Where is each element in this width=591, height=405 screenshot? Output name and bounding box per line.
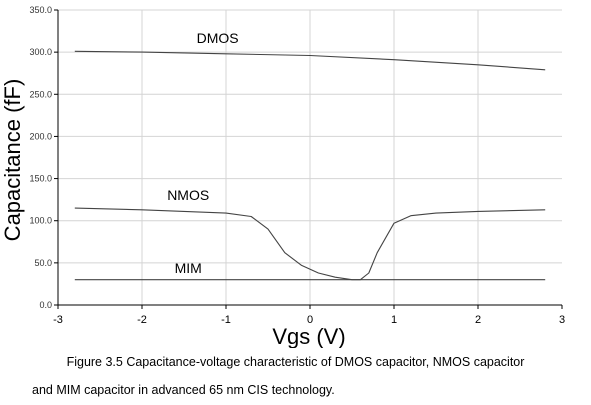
figure-caption: Figure 3.5 Capacitance-voltage character… xyxy=(0,348,591,404)
x-axis-title: Vgs (V) xyxy=(272,324,345,348)
y-tick-label: 0.0 xyxy=(39,300,52,310)
chart: 0.0 50.0 100.0 150.0 200.0 250.0 300.0 350.0 -3 -… xyxy=(0,5,565,348)
series-line-dmos xyxy=(74,50,546,71)
x-tick-label: -1 xyxy=(221,314,231,326)
series xyxy=(74,50,546,281)
x-tick-label: -2 xyxy=(137,314,147,326)
y-tick-label: 100.0 xyxy=(29,216,52,226)
y-tick-label: 150.0 xyxy=(29,174,52,184)
caption-line-2: and MIM capacitor in advanced 65 nm CIS … xyxy=(32,383,335,397)
y-tick-label: 300.0 xyxy=(29,47,52,57)
y-axis-title: Capacitance (fF) xyxy=(0,79,25,242)
series-label-mim: MIM xyxy=(175,260,202,276)
x-tick-label: 3 xyxy=(559,314,565,326)
series-labels: DMOS NMOS MIM xyxy=(167,30,238,276)
y-tick-label: 350.0 xyxy=(29,5,52,15)
grid xyxy=(58,9,562,305)
series-label-nmos: NMOS xyxy=(167,187,209,203)
y-tick-label: 50.0 xyxy=(34,258,52,268)
x-tick-label: 2 xyxy=(475,314,481,326)
x-tick-label: 0 xyxy=(307,314,313,326)
y-tick-label: 250.0 xyxy=(29,89,52,99)
series-label-dmos: DMOS xyxy=(197,30,239,46)
caption-line-1: Figure 3.5 Capacitance-voltage character… xyxy=(66,355,525,369)
x-tick-label: -3 xyxy=(53,314,63,326)
y-tick-label: 200.0 xyxy=(29,131,52,141)
series-line-nmos xyxy=(74,207,546,281)
ticks: 0.0 50.0 100.0 150.0 200.0 250.0 300.0 350.0 -3 -… xyxy=(29,5,565,326)
x-tick-label: 1 xyxy=(391,314,397,326)
